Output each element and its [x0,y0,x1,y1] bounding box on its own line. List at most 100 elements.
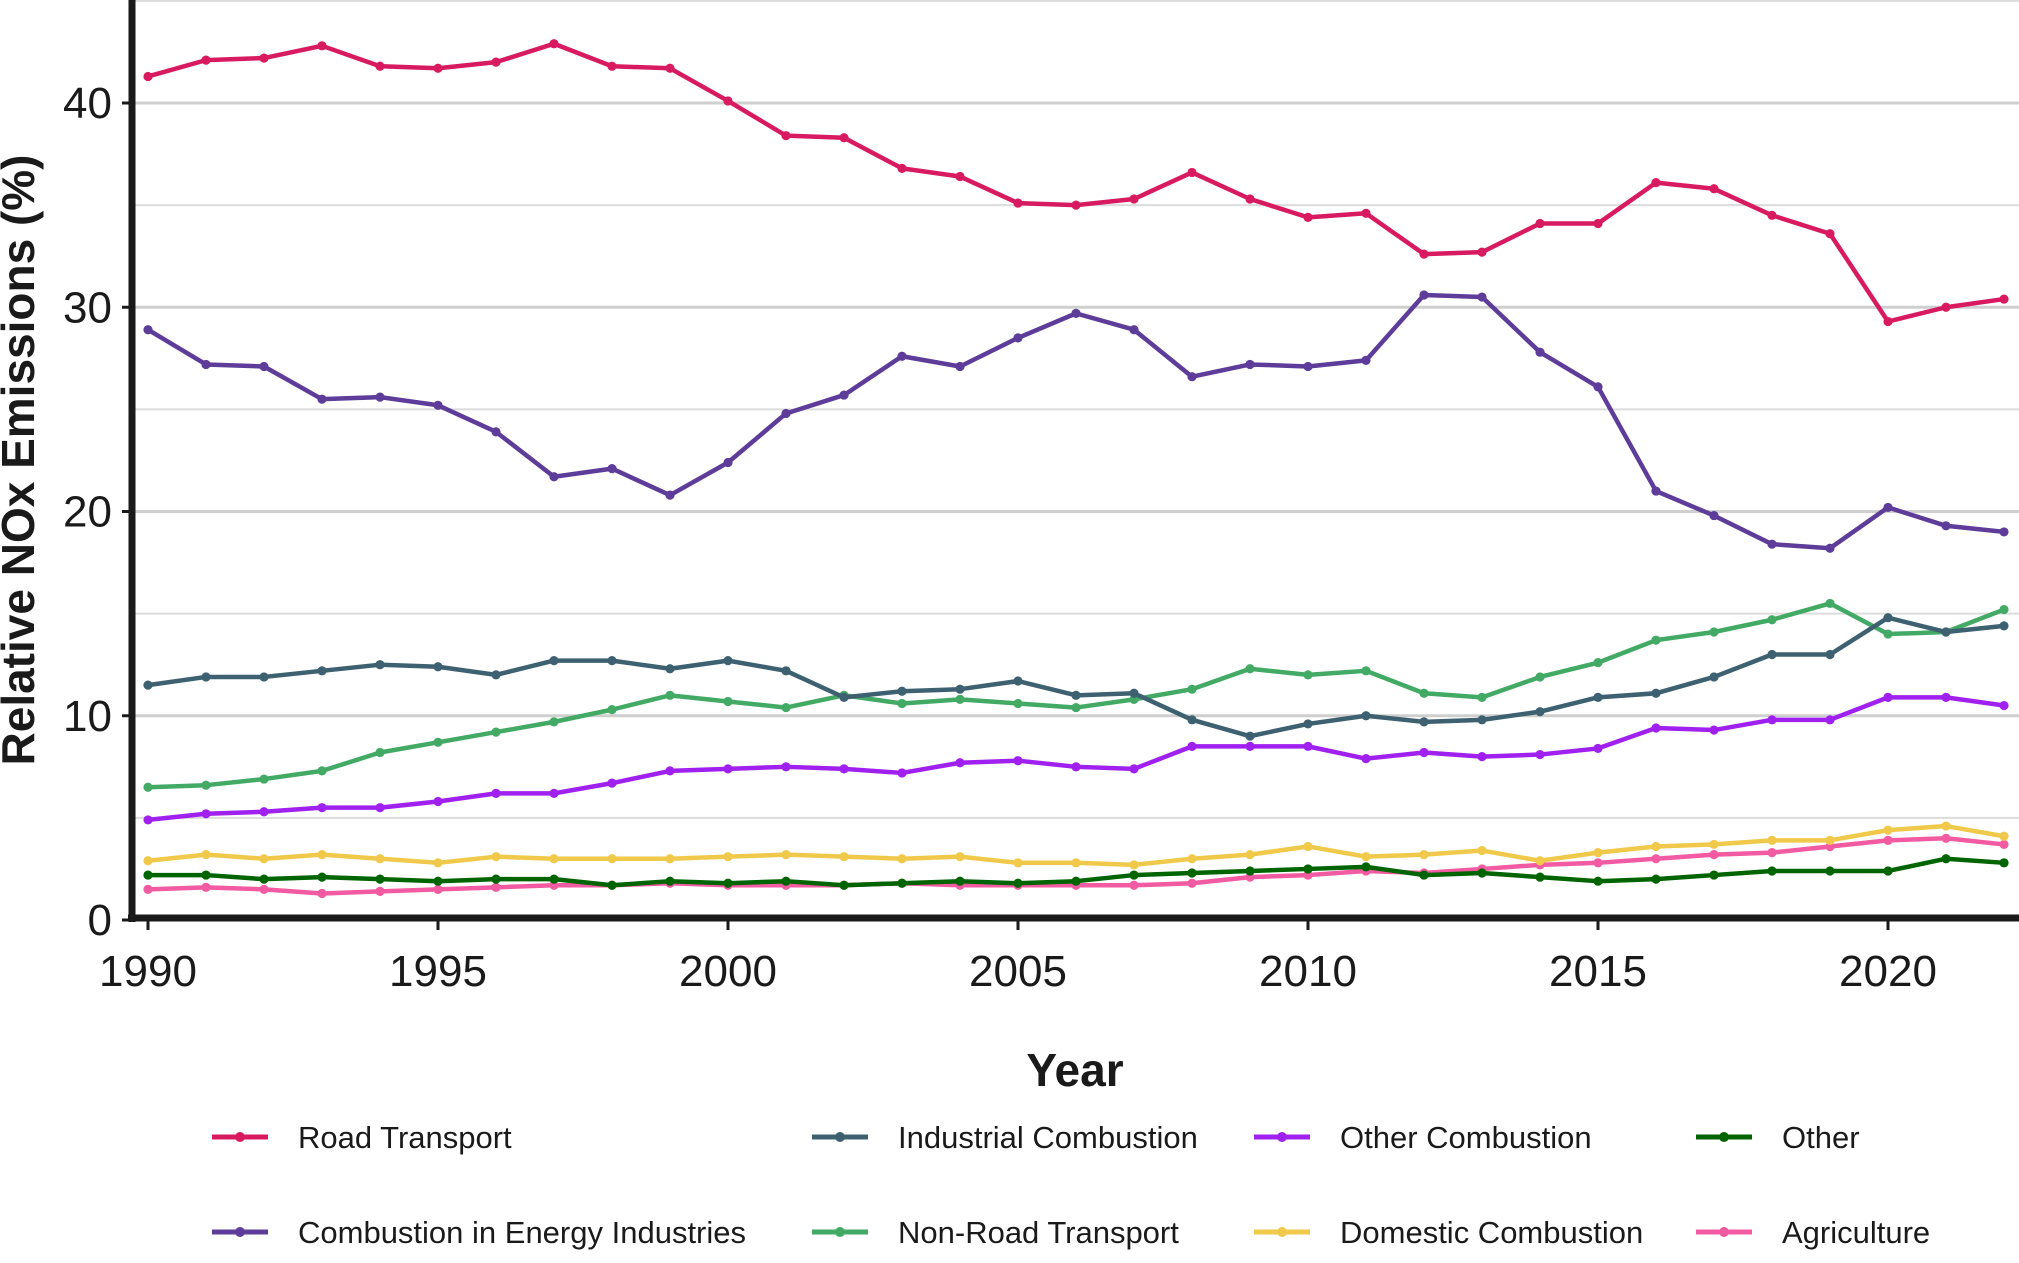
data-point-other-combustion [955,758,965,768]
data-point-other-combustion [1651,723,1661,733]
data-point-other-combustion [1187,741,1197,751]
data-point-other-combustion [839,764,849,774]
legend-label: Agriculture [1782,1215,1930,1250]
data-point-other-combustion [1709,725,1719,735]
data-point-combustion-in-energy-industries [491,427,501,437]
data-point-road-transport [1013,198,1023,208]
legend-item: Road Transport [212,1120,512,1155]
data-point-industrial-combustion [433,662,443,672]
data-point-other-combustion [1245,741,1255,751]
data-point-road-transport [549,39,559,49]
data-point-other-combustion [723,764,733,774]
data-point-industrial-combustion [491,670,501,680]
data-point-combustion-in-energy-industries [955,361,965,372]
data-point-domestic-combustion [781,850,791,860]
data-point-domestic-combustion [549,854,559,864]
data-point-domestic-combustion [665,854,675,864]
data-point-non-road-transport [375,747,385,758]
data-point-combustion-in-energy-industries [897,351,907,361]
data-point-other [665,876,675,886]
data-point-combustion-in-energy-industries [1419,290,1429,300]
y-tick-label: 10 [63,692,112,741]
y-axis-title: Relative NOx Emissions (%) [0,155,44,766]
data-point-non-road-transport [1535,672,1545,682]
data-point-combustion-in-energy-industries [781,408,791,419]
data-point-other [1419,870,1429,880]
data-point-other [781,876,791,886]
data-point-industrial-combustion [1245,731,1255,741]
data-point-industrial-combustion [1593,692,1603,702]
data-point-agriculture [259,884,269,894]
data-point-domestic-combustion [1477,845,1487,856]
legend-label: Combustion in Energy Industries [298,1215,746,1250]
data-point-non-road-transport [1767,615,1777,625]
legend-key-point [1719,1132,1729,1142]
data-point-road-transport [1941,302,1951,312]
data-point-other [1361,862,1371,872]
legend-item: Other Combustion [1254,1120,1592,1155]
data-point-industrial-combustion [1941,627,1951,637]
data-point-road-transport [1361,208,1371,218]
data-point-domestic-combustion [143,856,153,866]
data-point-road-transport [1767,210,1777,220]
data-point-domestic-combustion [1709,839,1719,850]
data-point-agriculture [143,884,153,894]
data-point-road-transport [375,61,385,71]
legend-label: Other Combustion [1340,1120,1592,1155]
legend-label: Road Transport [298,1120,512,1155]
data-point-other [897,878,907,888]
data-point-non-road-transport [665,690,675,700]
data-point-industrial-combustion [839,692,849,702]
data-point-non-road-transport [1477,692,1487,702]
data-point-road-transport [781,131,791,141]
data-point-non-road-transport [955,694,965,705]
data-point-domestic-combustion [897,854,907,864]
data-point-combustion-in-energy-industries [1651,486,1661,496]
data-point-non-road-transport [1071,702,1081,713]
data-point-other [839,880,849,890]
data-point-non-road-transport [1419,688,1429,698]
data-point-road-transport [607,61,617,71]
data-point-other-combustion [1941,692,1951,702]
series-line-road-transport [145,41,2007,324]
x-tick-label: 1990 [99,947,197,996]
data-point-domestic-combustion [1013,858,1023,868]
data-point-other-combustion [143,815,153,825]
data-point-other [549,874,559,884]
data-point-industrial-combustion [1013,676,1023,686]
data-point-other [1825,866,1835,876]
legend-label: Industrial Combustion [898,1120,1198,1155]
data-point-industrial-combustion [375,660,385,670]
data-point-non-road-transport [1709,627,1719,637]
legend-key-point [235,1132,245,1142]
data-point-industrial-combustion [201,672,211,682]
data-point-domestic-combustion [201,850,211,860]
data-point-other [1709,870,1719,880]
data-point-other-combustion [1593,743,1603,754]
data-point-domestic-combustion [1767,835,1777,845]
data-point-road-transport [1825,229,1835,239]
series-road-transport [143,39,2009,327]
legend-label: Other [1782,1120,1860,1155]
data-point-industrial-combustion [143,680,153,690]
data-point-other-combustion [607,778,617,788]
data-point-road-transport [665,63,675,73]
data-point-non-road-transport [1361,666,1371,676]
x-tick-label: 2005 [969,947,1067,996]
y-tick-label: 0 [88,896,112,945]
data-point-domestic-combustion [1941,821,1951,831]
data-point-other-combustion [549,788,559,798]
data-point-road-transport [1651,178,1661,188]
data-point-non-road-transport [143,782,153,792]
data-point-non-road-transport [549,717,559,727]
data-point-other [1941,854,1951,864]
data-point-road-transport [1129,194,1139,204]
data-point-domestic-combustion [607,854,617,864]
data-point-industrial-combustion [781,666,791,676]
data-point-non-road-transport [1013,698,1023,709]
data-point-other [1071,876,1081,886]
data-point-agriculture [491,882,501,892]
data-point-agriculture [1187,878,1197,888]
legend-item: Industrial Combustion [812,1120,1198,1155]
